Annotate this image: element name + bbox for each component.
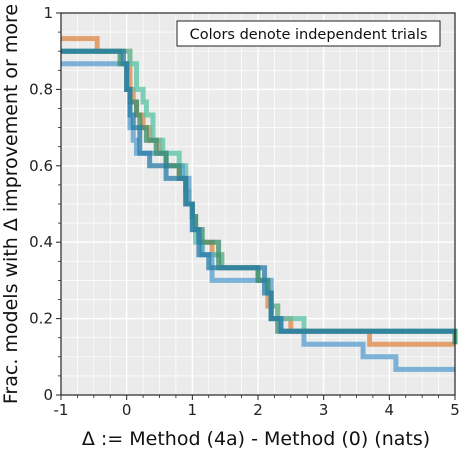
x-axis-label: Δ := Method (4a) - Method (0) (nats) — [82, 428, 430, 450]
x-tick-label: 5 — [450, 401, 460, 419]
y-tick-label: 0.8 — [29, 80, 53, 98]
x-tick-label: 4 — [385, 401, 395, 419]
x-tick-label: 3 — [319, 401, 329, 419]
series-layer — [61, 36, 458, 372]
x-tick-label: 0 — [122, 401, 132, 419]
y-tick-label: 0.2 — [29, 310, 53, 328]
x-tick-label: -1 — [54, 401, 69, 419]
y-tick-label: 0.6 — [29, 157, 53, 175]
x-tick-label: 1 — [188, 401, 198, 419]
annotation-text: Colors denote independent trials — [190, 27, 428, 43]
y-axis-label: Frac. models with Δ improvement or more — [0, 4, 22, 404]
x-tick-label: 2 — [253, 401, 263, 419]
y-tick-label: 0 — [43, 386, 53, 404]
grid — [60, 12, 456, 396]
annotation-frame — [176, 20, 441, 47]
y-tick-label: 0.4 — [29, 233, 53, 251]
ticks: -1 0 1 2 3 4 500.20.40.60.81 — [29, 4, 460, 419]
y-tick-label: 1 — [43, 4, 53, 22]
annotation-box: Colors denote independent trials — [176, 20, 441, 47]
series-line-5 — [61, 48, 455, 334]
